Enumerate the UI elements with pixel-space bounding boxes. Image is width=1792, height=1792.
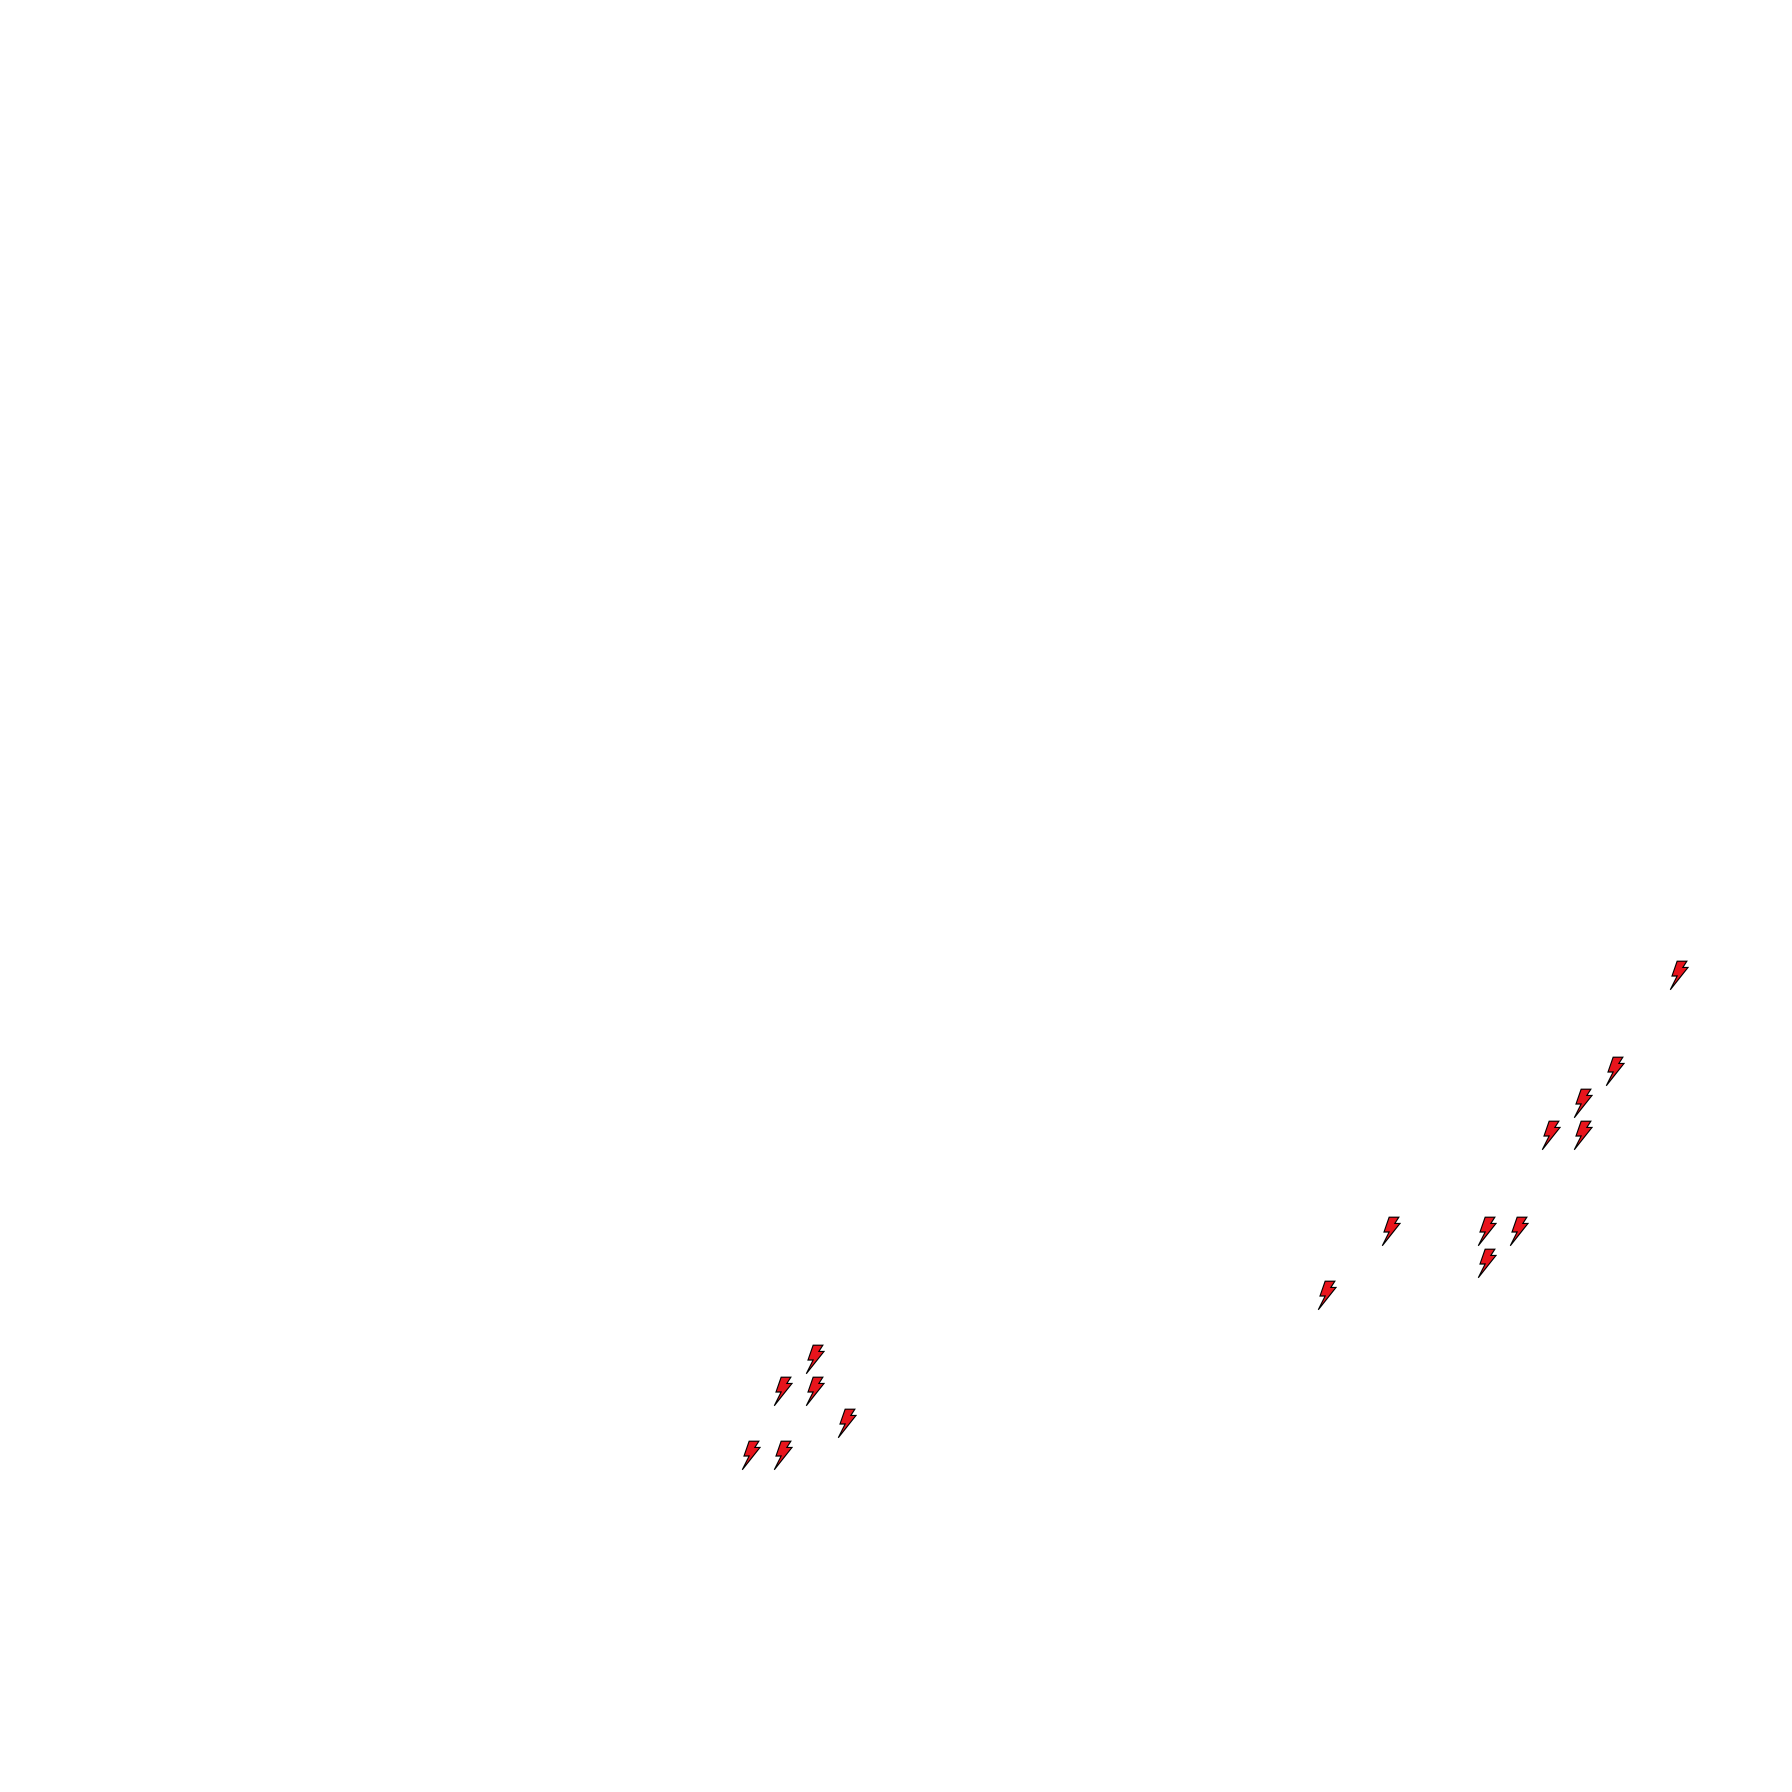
map-canvas bbox=[0, 0, 1792, 1792]
page: Map markers {} html, body { margin: 0; p… bbox=[0, 0, 1792, 1792]
map-background bbox=[0, 0, 1792, 1792]
page-body bbox=[0, 0, 1792, 1792]
